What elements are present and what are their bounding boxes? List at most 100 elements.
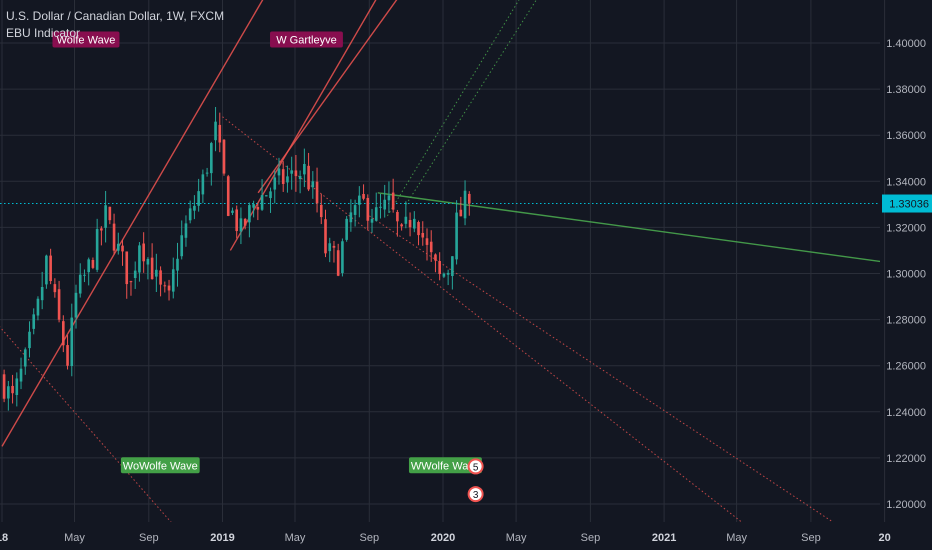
candle [396, 209, 399, 237]
candle-body [362, 193, 365, 199]
pattern-label: WoWolfe Wave [120, 457, 200, 474]
candle [463, 180, 467, 226]
candle-body [256, 207, 260, 210]
candle-body [70, 317, 74, 367]
candle-body [193, 205, 196, 211]
candle-body [66, 345, 69, 366]
candle-body [442, 273, 446, 277]
candle [138, 242, 141, 282]
candle-body [446, 272, 450, 275]
current-price-tag-box [882, 194, 932, 213]
trend-line-green-8 [377, 192, 880, 263]
candle [210, 141, 213, 186]
candle [19, 357, 23, 390]
candle-body [197, 191, 200, 206]
candle-body [324, 219, 327, 254]
candle-body [358, 195, 361, 205]
candle-body [45, 255, 48, 285]
price-tick-label: 1.34000 [886, 176, 926, 188]
candle [434, 253, 437, 273]
candle-body [387, 195, 391, 201]
candle-body [176, 258, 179, 271]
candle [142, 232, 145, 273]
candle [404, 201, 408, 229]
candle-body [269, 191, 272, 199]
trend-line-red-4 [222, 116, 743, 522]
candle-body [311, 181, 315, 188]
candle [146, 257, 150, 280]
candle-body [112, 223, 116, 251]
price-axis: 1.40000 1.38000 1.36000 1.34000 1.32000 1.300… [882, 38, 932, 511]
time-tick-label: 18 [0, 532, 8, 544]
pattern-label: WWolfe Wave [408, 457, 482, 474]
candle [116, 232, 120, 255]
candle [121, 239, 124, 266]
candle-body [328, 243, 332, 252]
candle [379, 193, 382, 219]
candle-body [379, 206, 382, 208]
candle [66, 335, 69, 370]
candle [193, 195, 196, 220]
candle [417, 220, 420, 246]
pattern-label-box [52, 31, 120, 48]
candle [298, 170, 302, 194]
time-tick-label: Sep [139, 532, 159, 544]
candle [341, 238, 344, 277]
pattern-labels: Wolfe Wave W Gartleyve WoWolfe Wave WWolfe … [52, 31, 482, 474]
pattern-label-text: WoWolfe Wave [123, 460, 198, 472]
candle-body [374, 207, 378, 221]
candle-body [243, 218, 247, 226]
candle-body [248, 205, 251, 223]
price-tick-label: 1.36000 [886, 130, 926, 142]
candle [32, 308, 36, 335]
candle-body [455, 212, 458, 260]
trend-line-green-6 [386, 0, 520, 217]
candle-body [421, 232, 425, 238]
candle-body [108, 206, 112, 221]
chart-legend: U.S. Dollar / Canadian Dollar, 1W, FXCM … [6, 8, 224, 42]
candle [256, 202, 260, 221]
time-tick-label: Sep [801, 532, 821, 544]
candle [125, 251, 129, 299]
candle-body [400, 224, 403, 227]
pattern-label-box [270, 31, 343, 48]
candle-body [91, 259, 95, 268]
candle-body [273, 177, 277, 190]
pattern-label-box [120, 457, 200, 474]
candle [2, 369, 6, 403]
candle [78, 263, 82, 298]
candle [319, 193, 323, 225]
trend-line-red-2 [257, 0, 398, 194]
price-tick-label: 1.26000 [886, 361, 926, 373]
candle-body [167, 285, 171, 291]
candle [214, 106, 217, 152]
candle-body [2, 374, 6, 399]
candle [324, 209, 327, 258]
current-price-tag: 1.33036 [882, 194, 932, 213]
candle [307, 152, 310, 192]
candle-body [226, 176, 230, 216]
candle [459, 196, 463, 217]
candle-body [62, 321, 65, 346]
time-axis: 18 May Sep 2019 May Sep 2020 May Sep 2021 May Sep 20 [0, 532, 891, 544]
candle-body [214, 121, 217, 141]
symbol-title[interactable]: U.S. Dollar / Canadian Dollar, 1W, FXCM [6, 9, 225, 23]
candle-body [434, 254, 437, 261]
candle [455, 200, 458, 265]
wave-marker: 5 [467, 458, 484, 475]
candle [159, 266, 162, 297]
candle [315, 167, 319, 213]
candle-body [83, 274, 86, 276]
candle [176, 242, 179, 287]
candle [62, 315, 65, 353]
time-tick-label: May [506, 532, 527, 544]
indicator-label[interactable]: EBU Indicator [6, 26, 81, 40]
candle [218, 112, 222, 153]
candle-body [222, 139, 226, 174]
candle [150, 243, 154, 280]
candle [40, 271, 44, 310]
candle [446, 269, 450, 286]
pattern-label: W Gartleyve [270, 31, 343, 48]
